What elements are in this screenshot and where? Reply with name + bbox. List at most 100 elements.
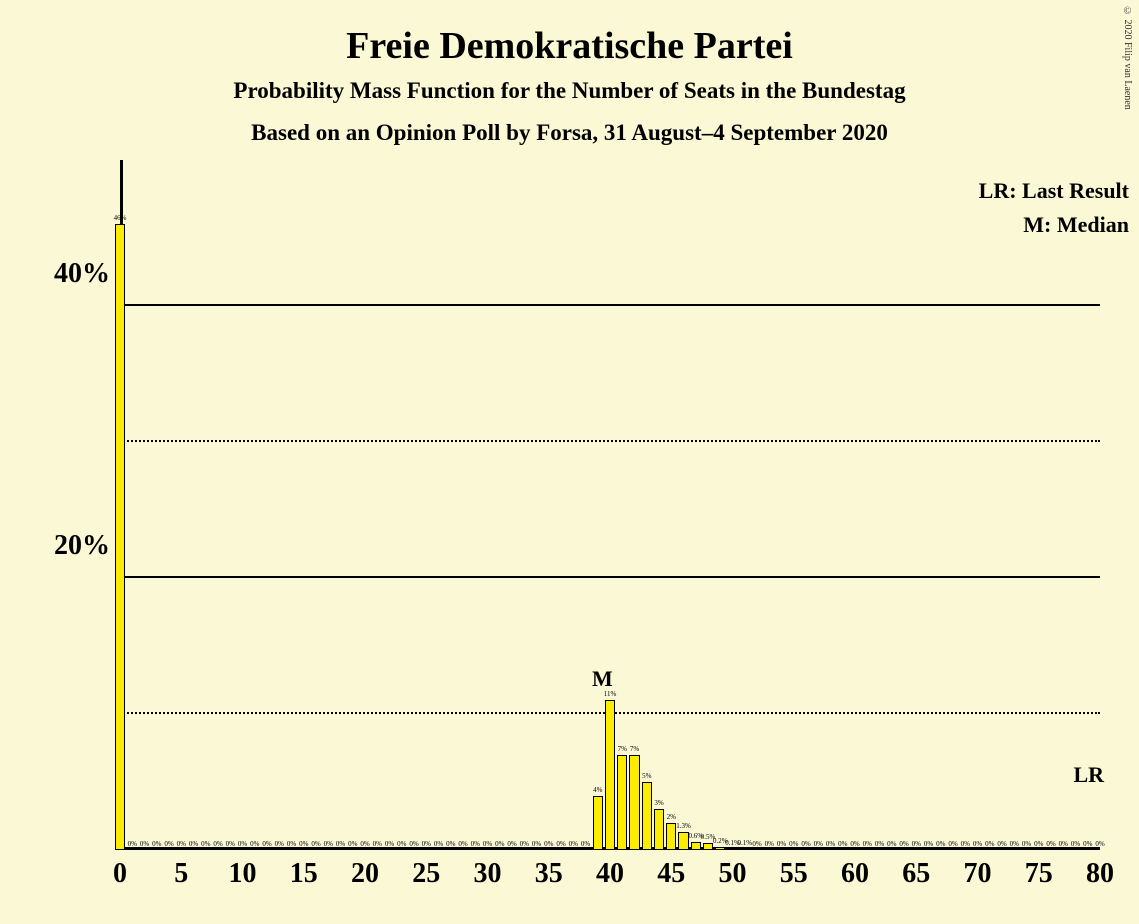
x-tick-label: 65 [902, 858, 930, 890]
bar-label: 0% [1010, 840, 1019, 848]
bar-label: 0% [887, 840, 896, 848]
bar-label: 0% [336, 840, 345, 848]
plot-area: 20%40%0510152025303540455055606570758046… [120, 170, 1100, 850]
bar-label: 4% [593, 786, 602, 794]
bar-label: 0% [1059, 840, 1068, 848]
bar-label: 0% [912, 840, 921, 848]
bar-label: 0% [777, 840, 786, 848]
bar-label: 0% [152, 840, 161, 848]
bar-label: 5% [642, 772, 651, 780]
bar-label: 0% [385, 840, 394, 848]
bar-label: 0% [189, 840, 198, 848]
bar-label: 0% [299, 840, 308, 848]
gridline-minor [120, 440, 1100, 442]
bar [593, 796, 603, 850]
bar [115, 224, 125, 850]
chart-subtitle-2: Based on an Opinion Poll by Forsa, 31 Au… [0, 120, 1139, 146]
gridline [120, 304, 1100, 306]
bar-label: 0% [164, 840, 173, 848]
bar-label: 0% [397, 840, 406, 848]
bar [654, 809, 664, 850]
x-tick-label: 45 [657, 858, 685, 890]
bar-label: 0% [177, 840, 186, 848]
bar-label: 7% [630, 745, 639, 753]
bar [727, 848, 737, 850]
bar-label: 0% [850, 840, 859, 848]
bar-label: 1.3% [676, 822, 691, 830]
bar [605, 700, 615, 850]
bar-label: 46% [114, 214, 127, 222]
bar-label: 0% [520, 840, 529, 848]
bar-label: 0% [948, 840, 957, 848]
bar-label: 0% [863, 840, 872, 848]
bar [617, 755, 627, 850]
bar-label: 0% [961, 840, 970, 848]
x-tick-label: 10 [229, 858, 257, 890]
bar-label: 0% [483, 840, 492, 848]
x-tick-label: 55 [780, 858, 808, 890]
bar-label: 0% [581, 840, 590, 848]
x-tick-label: 60 [841, 858, 869, 890]
bar-label: 0% [128, 840, 137, 848]
bar-label: 7% [618, 745, 627, 753]
bar [629, 755, 639, 850]
bar-label: 0% [446, 840, 455, 848]
bar [642, 782, 652, 850]
bar-label: 0% [826, 840, 835, 848]
x-tick-label: 75 [1025, 858, 1053, 890]
chart-subtitle-1: Probability Mass Function for the Number… [0, 78, 1139, 104]
bar-label: 0% [838, 840, 847, 848]
x-tick-label: 70 [964, 858, 992, 890]
bar-label: 0% [936, 840, 945, 848]
x-tick-label: 15 [290, 858, 318, 890]
bar [740, 848, 750, 850]
x-tick-label: 0 [113, 858, 127, 890]
bar-label: 0.1% [737, 839, 752, 847]
bar-label: 0% [801, 840, 810, 848]
bar-label: 0% [899, 840, 908, 848]
bar-label: 0% [434, 840, 443, 848]
bar-label: 0% [495, 840, 504, 848]
bar-label: 2% [667, 813, 676, 821]
x-tick-label: 80 [1086, 858, 1114, 890]
bar-label: 0% [360, 840, 369, 848]
bar-label: 0% [422, 840, 431, 848]
bar-label: 3% [654, 799, 663, 807]
bar-label: 0% [275, 840, 284, 848]
bar-label: 0% [1095, 840, 1104, 848]
bar-label: 0% [471, 840, 480, 848]
bar [715, 847, 725, 850]
bar-label: 0% [985, 840, 994, 848]
bar-label: 0% [1034, 840, 1043, 848]
bar [666, 823, 676, 850]
bar [703, 843, 713, 850]
x-tick-label: 35 [535, 858, 563, 890]
bar-label: 0% [544, 840, 553, 848]
y-tick-label: 40% [20, 258, 110, 290]
bar-label: 0% [1022, 840, 1031, 848]
bar-label: 0% [373, 840, 382, 848]
bar-label: 0% [752, 840, 761, 848]
bar [678, 832, 688, 850]
bar-label: 0% [532, 840, 541, 848]
bar-label: 0% [507, 840, 516, 848]
bar-label: 0% [569, 840, 578, 848]
last-result-marker: LR [1073, 762, 1104, 788]
bar-label: 0% [1071, 840, 1080, 848]
x-tick-label: 40 [596, 858, 624, 890]
chart-title: Freie Demokratische Partei [0, 24, 1139, 68]
bar-label: 0% [814, 840, 823, 848]
bar-label: 0% [250, 840, 259, 848]
bar-label: 0% [924, 840, 933, 848]
median-marker: M [592, 666, 613, 692]
bar-label: 0% [997, 840, 1006, 848]
bar-label: 0% [973, 840, 982, 848]
y-tick-label: 20% [20, 530, 110, 562]
bar [691, 842, 701, 850]
bar-label: 0% [789, 840, 798, 848]
bar-label: 0% [458, 840, 467, 848]
bar-label: 0% [140, 840, 149, 848]
bar-label: 0% [324, 840, 333, 848]
x-tick-label: 5 [174, 858, 188, 890]
bar-label: 0% [348, 840, 357, 848]
